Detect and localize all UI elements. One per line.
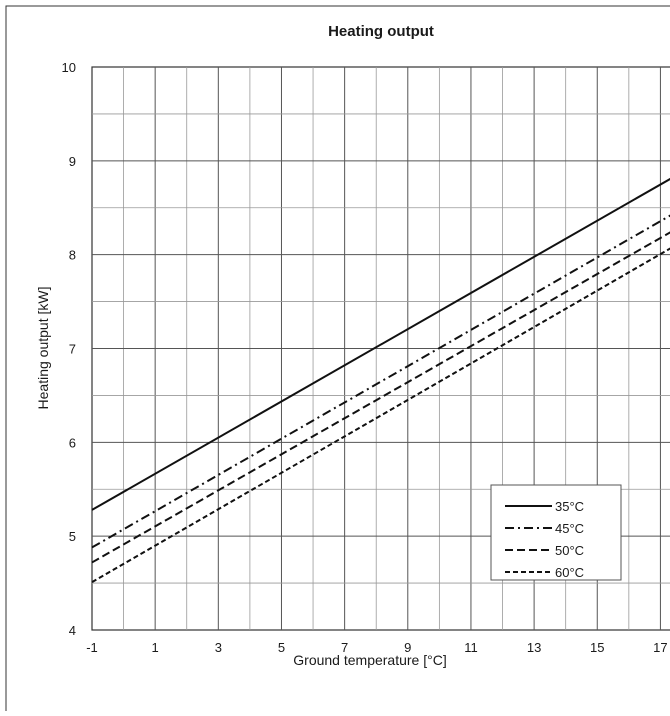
x-tick-label: 3: [215, 640, 222, 655]
y-axis-label: Heating output [kW]: [35, 287, 51, 410]
y-tick-labels: 4 5 6 7 8 9 10: [62, 60, 76, 638]
legend-label: 35°C: [555, 499, 584, 514]
x-tick-label: 1: [152, 640, 159, 655]
x-tick-label: 17: [653, 640, 667, 655]
series-line-60C: [91, 247, 670, 584]
series-line-45C: [91, 214, 670, 549]
legend: 35°C 45°C 50°C 60°C: [490, 484, 622, 581]
x-tick-label: 15: [590, 640, 604, 655]
y-tick-label: 6: [69, 435, 76, 450]
figure-border: [5, 5, 670, 716]
x-tick-label: 7: [341, 640, 348, 655]
x-axis-label: Ground temperature [°C]: [293, 652, 446, 668]
y-tick-label: 8: [69, 248, 76, 263]
legend-label: 50°C: [555, 543, 584, 558]
y-tick-label: 9: [69, 154, 76, 169]
x-tick-label: -1: [86, 640, 98, 655]
y-tick-label: 10: [62, 60, 76, 75]
y-tick-label: 7: [69, 342, 76, 357]
x-tick-labels: -1 1 3 5 7 9 11 13 15 17: [86, 640, 667, 655]
x-tick-label: 9: [404, 640, 411, 655]
y-tick-label: 5: [69, 529, 76, 544]
series-line-35C: [91, 177, 670, 511]
chart-title: Heating output: [328, 23, 434, 40]
legend-items: 35°C 45°C 50°C 60°C: [505, 499, 584, 580]
x-tick-label: 13: [527, 640, 541, 655]
x-tick-label: 11: [464, 640, 478, 655]
series-line-50C: [91, 231, 670, 564]
legend-box: [490, 484, 622, 581]
legend-label: 60°C: [555, 565, 584, 580]
series-lines: [91, 177, 670, 584]
y-tick-label: 4: [69, 623, 76, 638]
legend-label: 45°C: [555, 521, 584, 536]
x-tick-label: 5: [278, 640, 285, 655]
